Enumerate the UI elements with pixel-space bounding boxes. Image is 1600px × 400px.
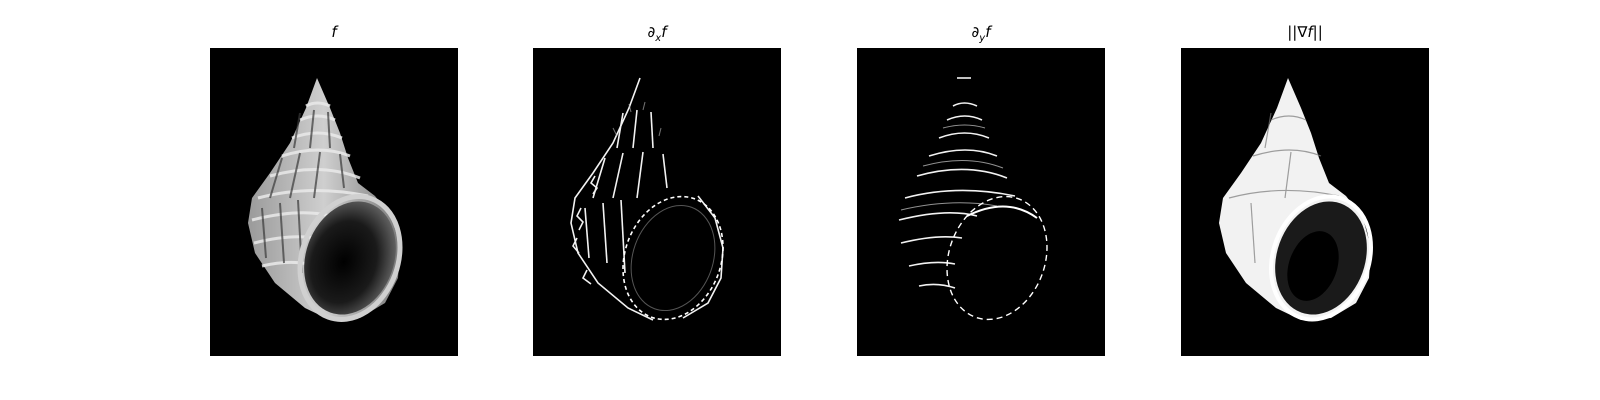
shell-image-f [248,78,403,322]
panel-dxf: ∂xf [533,0,781,400]
shell-image-gradmag [1219,78,1373,322]
panel-title-f: f [331,23,337,41]
image-frame-dyf [857,48,1105,356]
image-frame-f [210,48,458,356]
panel-f: f [210,0,458,400]
panel-dyf: ∂yf [857,0,1105,400]
panel-title-dxf: ∂xf [647,23,667,44]
shell-image-dyf [898,77,1048,321]
panel-title-gradmag: ||∇f|| [1287,23,1323,41]
panel-title-dyf: ∂yf [971,23,991,44]
panel-gradmag: ||∇f|| [1181,0,1429,400]
image-frame-gradmag [1181,48,1429,356]
shell-image-dxf [570,77,724,321]
image-frame-dxf [533,48,781,356]
